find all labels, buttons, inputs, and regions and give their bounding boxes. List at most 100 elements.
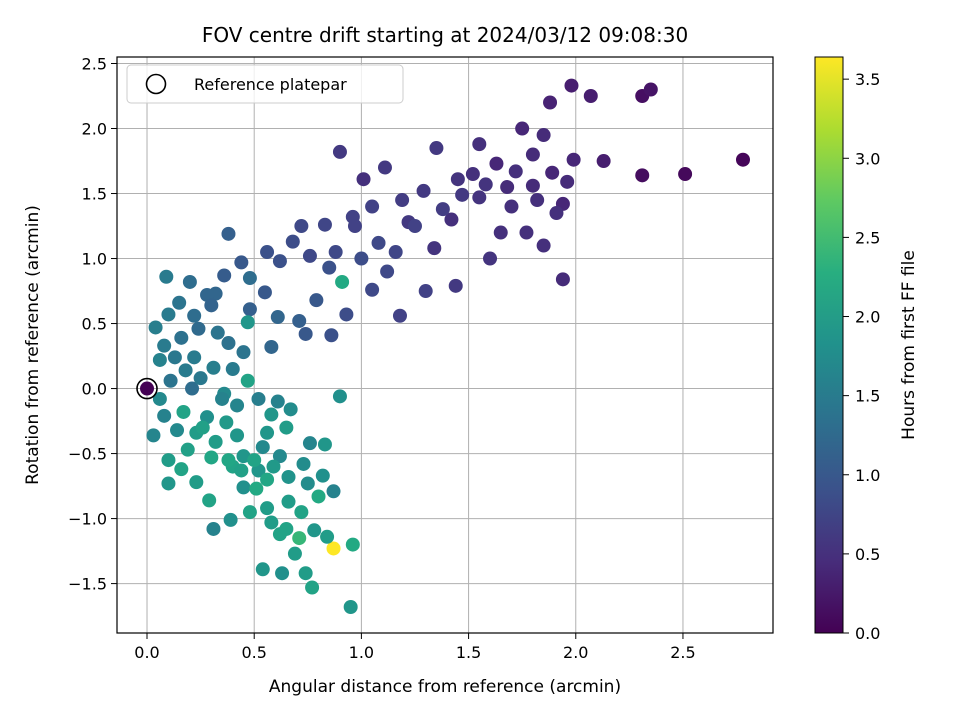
- data-point: [219, 415, 234, 430]
- data-point: [167, 350, 182, 365]
- data-point: [543, 95, 558, 110]
- data-point: [354, 251, 369, 266]
- data-point: [161, 476, 176, 491]
- data-point: [444, 212, 459, 227]
- data-point: [270, 394, 285, 409]
- data-point: [283, 402, 298, 417]
- data-point: [242, 271, 257, 286]
- data-point: [583, 89, 598, 104]
- data-point: [159, 269, 174, 284]
- data-point: [264, 407, 279, 422]
- data-point: [339, 307, 354, 322]
- reference-platepar-circle: [136, 377, 158, 400]
- data-point: [221, 453, 236, 468]
- data-point: [172, 295, 187, 310]
- data-point: [472, 190, 487, 205]
- data-point: [281, 469, 296, 484]
- data-point: [549, 206, 564, 221]
- grid-lines: [117, 57, 773, 633]
- data-point: [317, 437, 332, 452]
- colorbar-tick-label: 0.0: [855, 624, 880, 643]
- legend-box: [126, 64, 404, 104]
- data-point: [326, 484, 341, 499]
- data-point: [272, 449, 287, 464]
- y-axis-ticks: −1.5 −1.0 −0.5 0.0 0.5 1.0 1.5 2.0 2.5: [68, 55, 117, 594]
- y-tick-label: 1.5: [82, 185, 107, 204]
- data-point: [435, 202, 450, 217]
- y-tick-label: 2.0: [82, 120, 107, 139]
- data-point: [157, 408, 172, 423]
- data-point: [294, 505, 309, 520]
- data-point: [519, 225, 534, 240]
- data-point: [332, 389, 347, 404]
- data-point: [236, 449, 251, 464]
- data-point: [236, 480, 251, 495]
- x-axis-label: Angular distance from reference (arcmin): [269, 677, 621, 697]
- data-point: [202, 493, 217, 508]
- data-point: [189, 475, 204, 490]
- colorbar-tick-label: 3.0: [855, 149, 880, 168]
- data-point: [242, 302, 257, 317]
- x-axis-ticks: 0.0 0.5 1.0 1.5 2.0 2.5: [134, 633, 696, 662]
- data-point: [555, 272, 570, 287]
- y-tick-label: 0.0: [82, 380, 107, 399]
- data-point: [500, 180, 515, 195]
- data-point: [392, 308, 407, 323]
- data-point: [275, 566, 290, 581]
- data-point: [255, 562, 270, 577]
- data-point: [204, 298, 219, 313]
- data-point: [161, 307, 176, 322]
- data-point: [247, 453, 262, 468]
- data-point: [525, 178, 540, 193]
- data-point: [187, 350, 202, 365]
- data-point: [307, 523, 322, 538]
- data-point: [407, 219, 422, 234]
- data-point: [678, 167, 693, 182]
- data-point: [140, 381, 155, 396]
- data-point: [305, 580, 320, 595]
- data-point: [223, 512, 238, 527]
- y-tick-label: 2.5: [82, 55, 107, 74]
- data-point: [472, 137, 487, 152]
- colorbar: [814, 56, 844, 634]
- data-point: [365, 282, 380, 297]
- data-point: [152, 391, 167, 406]
- data-point: [260, 245, 275, 260]
- colorbar-tick-label: 1.5: [855, 387, 880, 406]
- colorbar-tick-label: 3.5: [855, 70, 880, 89]
- data-point: [345, 209, 360, 224]
- data-point: [257, 285, 272, 300]
- y-tick-label: −1.5: [68, 575, 107, 594]
- data-point: [298, 566, 313, 581]
- data-point: [176, 404, 191, 419]
- data-point: [483, 251, 498, 266]
- data-point: [240, 373, 255, 388]
- data-point: [270, 310, 285, 325]
- data-point: [296, 456, 311, 471]
- data-point: [343, 599, 358, 614]
- data-point: [302, 248, 317, 263]
- data-point: [493, 225, 508, 240]
- data-point: [380, 264, 395, 279]
- data-point: [264, 339, 279, 354]
- data-point: [251, 391, 266, 406]
- data-point: [332, 144, 347, 159]
- data-point: [281, 494, 296, 509]
- y-axis-label: Rotation from reference (arcmin): [23, 205, 43, 485]
- data-point: [174, 330, 189, 345]
- data-point: [294, 219, 309, 234]
- y-tick-label: 1.0: [82, 250, 107, 269]
- data-point: [185, 381, 200, 396]
- data-point: [260, 472, 275, 487]
- data-point: [525, 147, 540, 162]
- data-point: [260, 501, 275, 516]
- data-point: [450, 172, 465, 187]
- data-point: [335, 274, 350, 289]
- data-point: [418, 284, 433, 299]
- colorbar-tick-label: 2.5: [855, 228, 880, 247]
- x-tick-label: 2.0: [563, 643, 588, 662]
- data-point: [170, 423, 185, 438]
- data-point: [324, 328, 339, 343]
- data-point: [735, 152, 750, 167]
